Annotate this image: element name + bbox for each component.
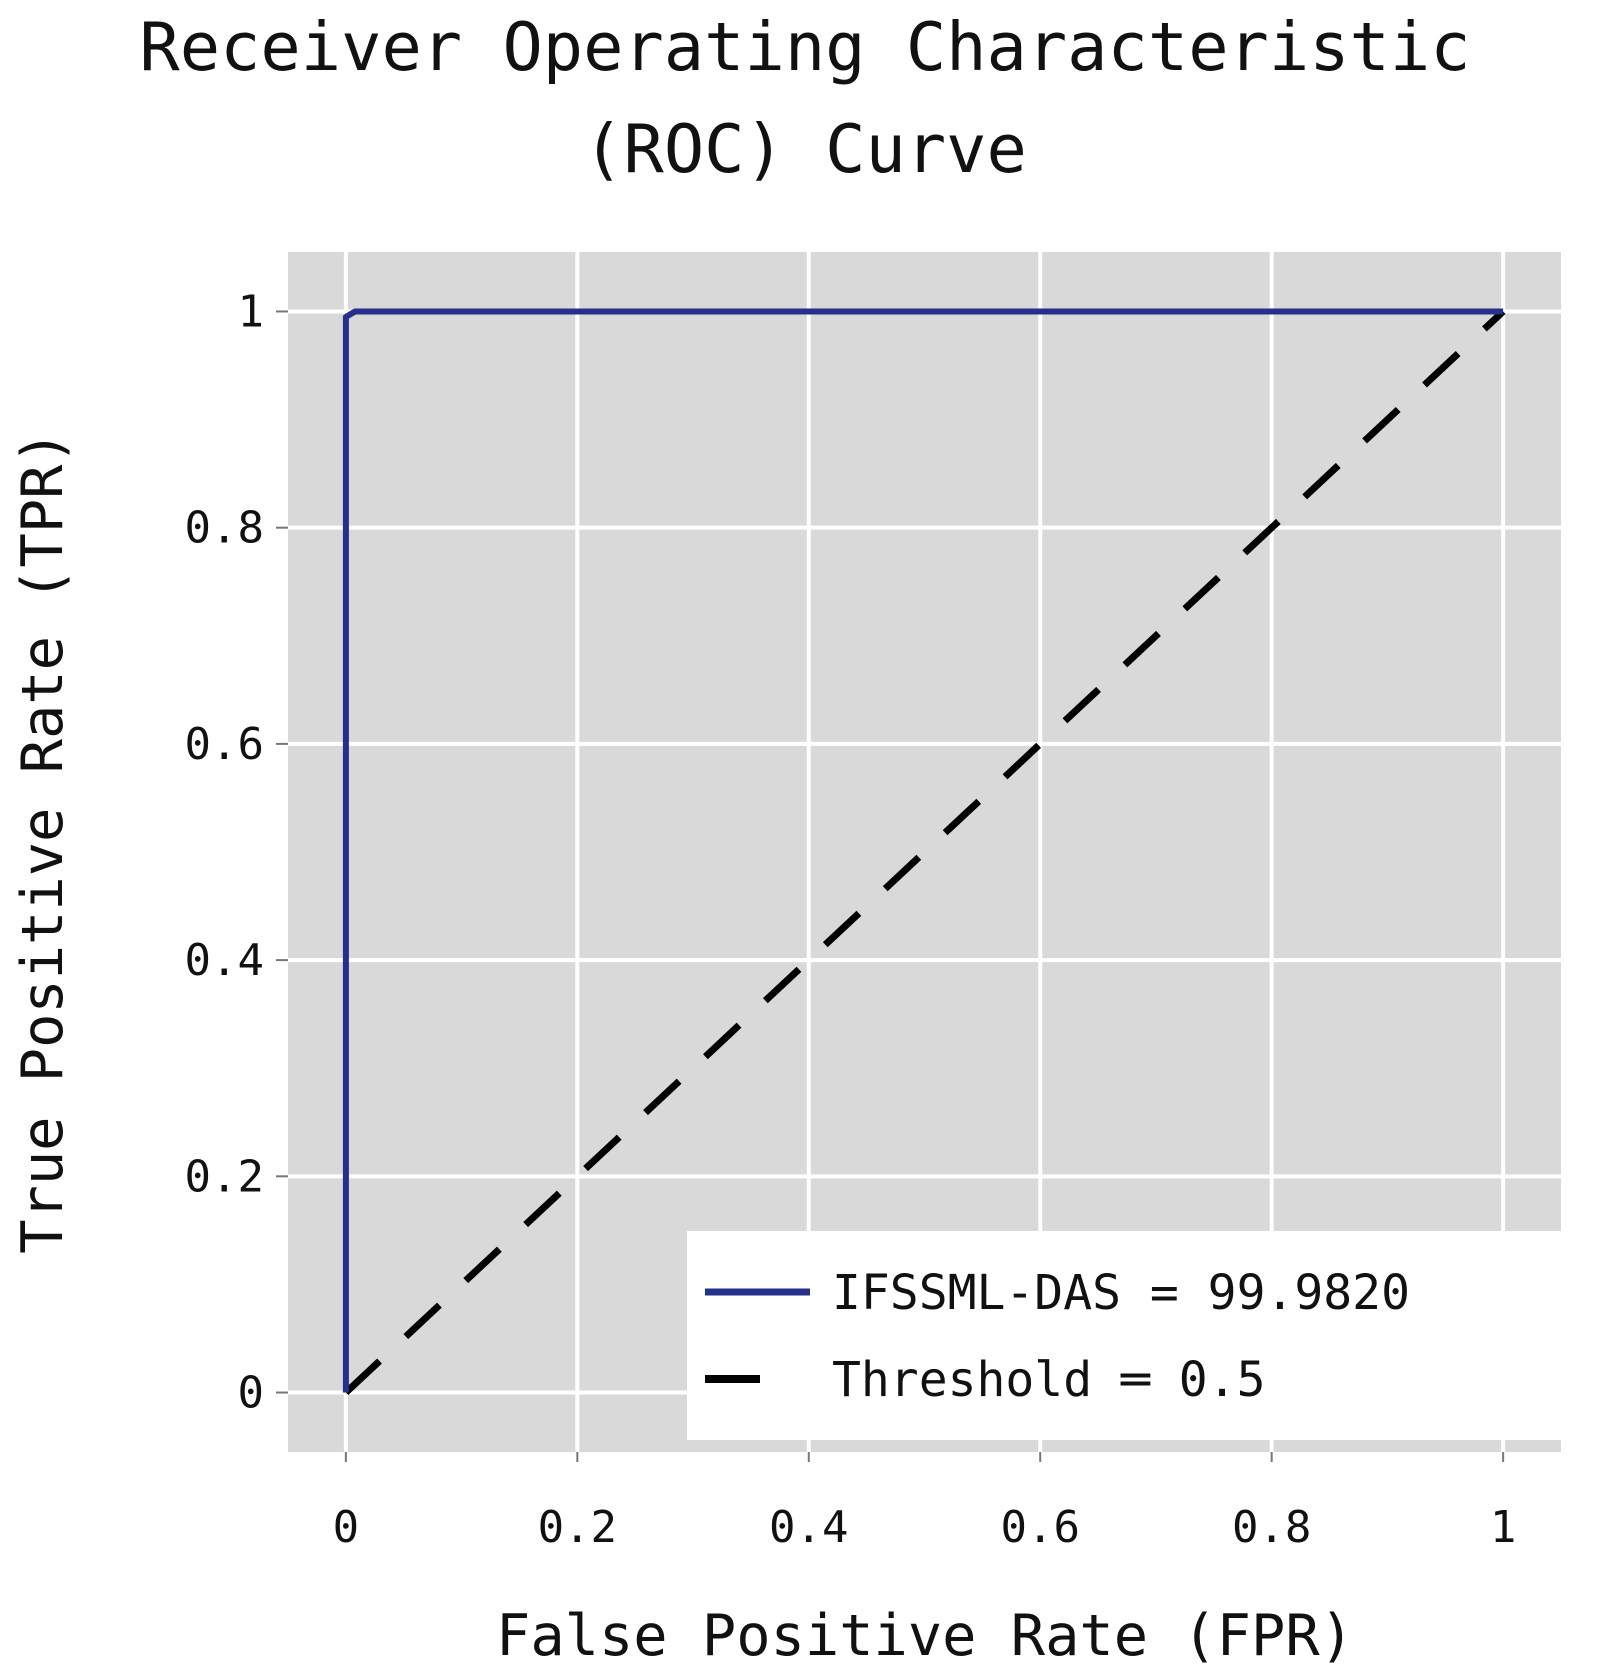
y-tick-label-0-4: 0.4 [185,935,264,986]
y-axis-label: True Positive Rate (TPR) [10,430,76,1254]
y-tick-label-0-8: 0.8 [185,503,264,554]
legend-label-threshold: Threshold ═ 0.5 [832,1352,1265,1408]
x-axis-ticks: 0 0.2 0.4 0.6 0.8 1 [333,1452,1517,1553]
y-tick-label-0-6: 0.6 [185,719,264,770]
series-line-threshold [343,308,1506,1396]
chart-title-line-2: (ROC) Curve [583,110,1027,188]
x-tick-label-0-6: 0.6 [1000,1502,1079,1553]
y-tick-label-0: 0 [238,1368,265,1419]
series-line-ifssml-das [342,308,1504,1393]
x-axis-label: False Positive Rate (FPR) [496,1603,1354,1669]
legend: IFSSML-DAS = 99.9820 Threshold ═ 0.5 [687,1231,1561,1440]
x-tick-label-0: 0 [333,1502,360,1553]
y-tick-label-0-2: 0.2 [185,1151,264,1202]
series-lines [342,308,1506,1396]
grid-lines [288,252,1561,1452]
chart-title-line-1: Receiver Operating Characteristic [139,8,1470,86]
legend-label-ifssml-das: IFSSML-DAS = 99.9820 [832,1265,1410,1321]
x-tick-label-0-4: 0.4 [769,1502,848,1553]
legend-box [687,1231,1561,1440]
y-tick-label-1: 1 [238,286,265,337]
x-tick-label-1: 1 [1490,1502,1517,1553]
x-tick-label-0-2: 0.2 [538,1502,617,1553]
y-axis-ticks: 0 0.2 0.4 0.6 0.8 1 [185,286,288,1419]
x-tick-label-0-8: 0.8 [1232,1502,1311,1553]
